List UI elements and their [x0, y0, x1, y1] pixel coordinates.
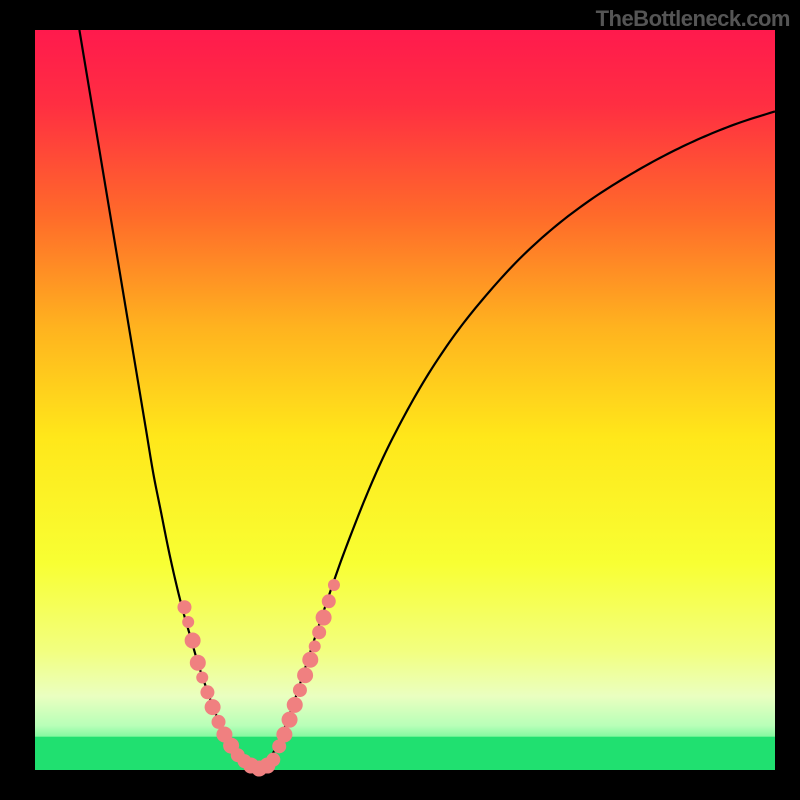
scatter-point: [297, 667, 313, 683]
scatter-point: [276, 726, 292, 742]
scatter-point: [185, 633, 201, 649]
chart-svg: [35, 30, 775, 770]
scatter-point: [287, 697, 303, 713]
scatter-point: [302, 652, 318, 668]
scatter-point: [177, 600, 191, 614]
plot-area: [35, 30, 775, 770]
scatter-point: [312, 625, 326, 639]
scatter-point: [322, 594, 336, 608]
chart-green-band: [35, 737, 775, 770]
scatter-point: [293, 683, 307, 697]
scatter-point: [190, 655, 206, 671]
chart-root: { "watermark": { "text": "TheBottleneck.…: [0, 0, 800, 800]
watermark-text: TheBottleneck.com: [596, 6, 790, 32]
scatter-point: [200, 685, 214, 699]
scatter-point: [282, 712, 298, 728]
scatter-point: [196, 672, 208, 684]
scatter-point: [316, 610, 332, 626]
scatter-point: [205, 699, 221, 715]
scatter-point: [309, 640, 321, 652]
scatter-point: [328, 579, 340, 591]
scatter-point: [266, 753, 280, 767]
scatter-point: [182, 616, 194, 628]
chart-background: [35, 30, 775, 770]
